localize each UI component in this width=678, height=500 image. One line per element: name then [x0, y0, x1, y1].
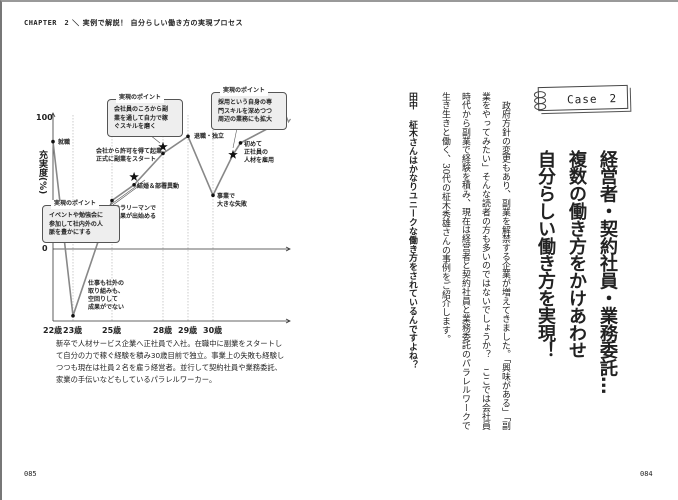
body-column-2: 業をやってみたい」そんな読者の方も多いのではないでしょうか？ ここでは会社員: [479, 92, 490, 430]
event-label-failure: 事業で 大きな失敗: [217, 193, 248, 208]
callout-pointer: [232, 127, 238, 149]
data-point: [51, 139, 55, 144]
arrow-icon: [50, 112, 56, 118]
data-line: [52, 121, 281, 317]
running-header: CHAPTER 2 ＼ 実例で解説！ 自分らしい働き方の実現プロセス: [24, 18, 243, 28]
callout-title: 実現のポイント: [51, 200, 100, 209]
event-label-job: 就職: [58, 139, 71, 146]
callout-title: 実現のポイント: [220, 87, 269, 96]
case-badge: Case 2: [533, 84, 629, 112]
event-label-salaryman: サラリーマンで 成果が出始める: [114, 205, 157, 220]
dialogue-text: 柾木さんはかなりユニークな働き方をされているんですよね？: [406, 120, 417, 369]
chapter-label: CHAPTER 2: [24, 19, 70, 27]
callout-text: 会社員のころから副 業を通して自力で稼 ぐスキルを磨く: [114, 106, 169, 130]
body-column-3: 時代から副業で経験を積み、現在は経営者と契約社員と業務委託のパラレルワークで: [459, 92, 470, 430]
callout-text: 採用という自身の専 門スキルを深めつつ 周辺の業務にも拡大: [218, 99, 273, 123]
star-icon: [228, 149, 238, 159]
callout-point-2: 実現のポイント 会社員のころから副 業を通して自力で稼 ぐスキルを磨く: [107, 94, 183, 137]
event-label-slump: 仕事も社外の 取り組みも、 空回りして 成果がでない: [88, 280, 125, 311]
data-point: [132, 183, 136, 187]
star-icon: [129, 171, 139, 181]
data-point: [238, 141, 243, 145]
event-label-hire: 初めて 正社員の 人材を雇用: [244, 141, 275, 164]
chapter-title: 実例で解説！ 自分らしい働き方の実現プロセス: [82, 19, 244, 27]
data-point: [161, 151, 165, 156]
x-tick-label: 28歳: [153, 326, 173, 335]
title-line-2: 複数の働き方をかけあわせ: [566, 150, 587, 359]
callout-text: イベントや勉強会に 参加して社内外の人 脈を豊かにする: [49, 212, 104, 236]
page-number-left: 085: [24, 470, 37, 478]
data-point: [71, 314, 75, 318]
x-tick-label: 22歳: [43, 326, 63, 335]
y-axis-label: 充実度(%): [37, 150, 47, 195]
body-column-4: 生き生きと働く、30代の柾木秀雄さんの事例をご紹介します。: [439, 92, 450, 344]
callout-point-1: 実現のポイント イベントや勉強会に 参加して社内外の人 脈を豊かにする: [42, 200, 120, 243]
arrow-icon: [285, 246, 291, 252]
title-line-1: 経営者・契約社員・業務委託…: [597, 150, 618, 394]
header-slash: ＼: [72, 19, 80, 27]
title-line-3: 自分らしい働き方を実現！: [535, 150, 556, 359]
data-point: [186, 134, 190, 139]
callout-pointer: [105, 179, 146, 209]
event-label-independence: 退職・独立: [194, 133, 225, 140]
profile-caption: 新卒で人材サービス企業へ正社員で入社。在職中に副業をスタートして自分の力で稼ぐ経…: [56, 339, 285, 384]
y-tick-100: 100: [36, 113, 53, 122]
y-tick-0: 0: [42, 244, 48, 253]
callout-point-3: 実現のポイント 採用という自身の専 門スキルを深めつつ 周辺の業務にも拡大: [211, 87, 287, 130]
page-number-right: 084: [640, 470, 653, 478]
callout-title: 実現のポイント: [116, 94, 165, 103]
case-label: Case 2: [566, 92, 618, 107]
data-point: [110, 198, 114, 203]
data-point: [211, 193, 215, 198]
x-tick-label: 25歳: [102, 326, 122, 335]
event-label-marriage: 結婚＆部署異動: [137, 183, 180, 190]
body-column-1: 政府方針の変更もあり、副業を解禁する企業が増えてきました。「興味がある」「副: [499, 101, 510, 430]
event-label-startup: 会社から許可を得て起業、 正式に副業をスタート: [96, 148, 169, 163]
x-tick-label: 30歳: [203, 326, 223, 335]
arrow-icon: [285, 318, 291, 324]
ring-icon: [534, 102, 547, 111]
star-icon: [158, 141, 168, 151]
x-tick-label: 29歳: [178, 326, 198, 335]
dialogue-speaker: 田中: [406, 92, 417, 110]
x-tick-label: 23歳: [63, 326, 83, 335]
